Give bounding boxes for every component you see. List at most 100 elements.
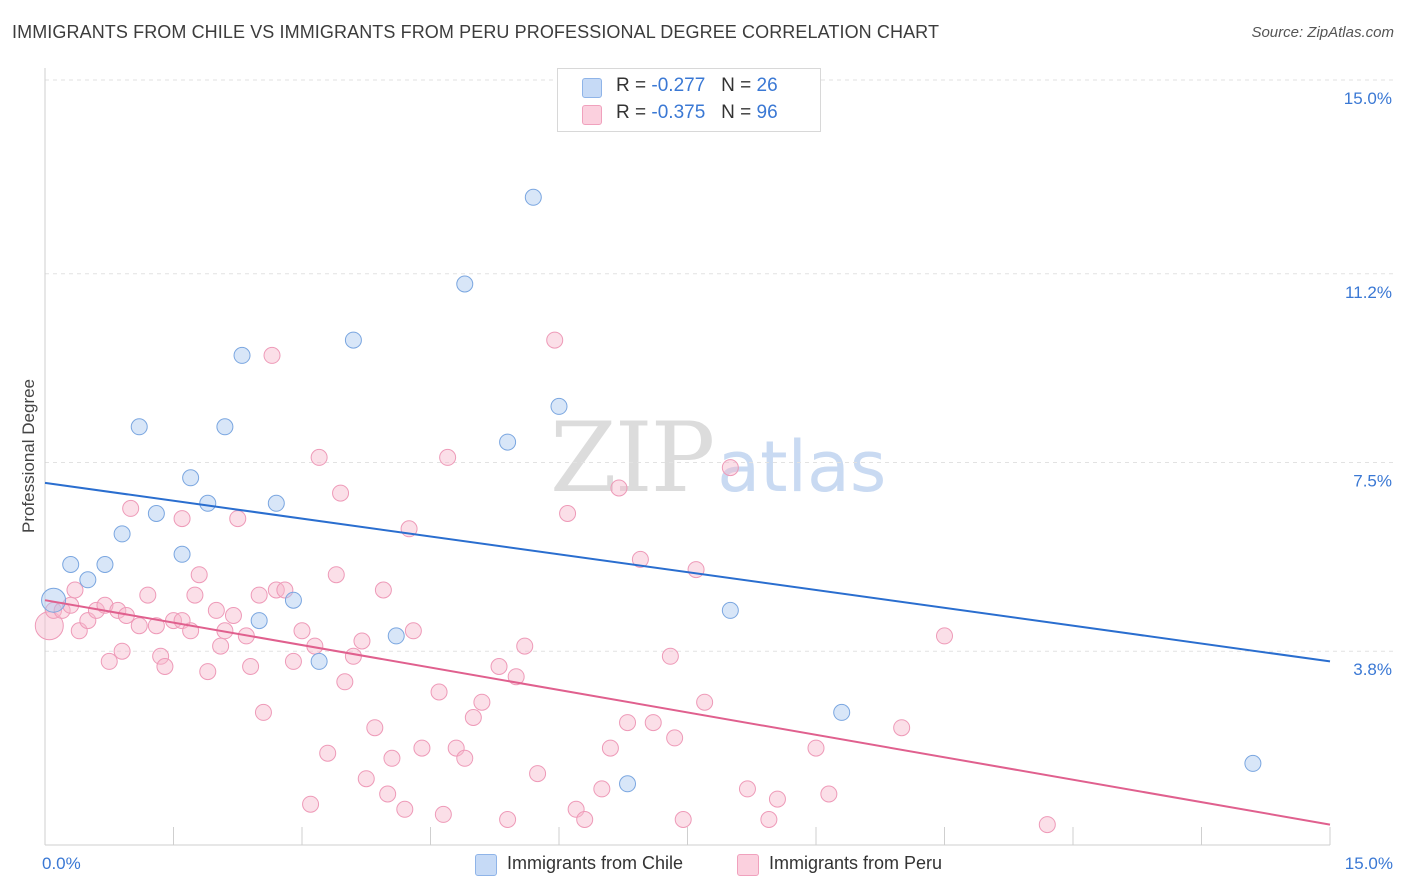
peru-point <box>332 484 350 502</box>
peru-point <box>1038 816 1056 834</box>
chile-point <box>182 469 200 487</box>
peru-point <box>687 561 705 579</box>
chile-point <box>499 433 517 451</box>
peru-point <box>100 652 118 670</box>
peru-point <box>546 331 564 349</box>
peru-point <box>344 647 362 665</box>
chile-point <box>147 505 165 522</box>
chile-point <box>233 346 251 364</box>
peru-point <box>353 632 371 650</box>
peru-trend-line <box>44 599 1331 826</box>
peru-point <box>212 637 230 655</box>
peru-point <box>768 790 786 808</box>
legend-item-peru: Immigrants from Peru <box>737 852 977 878</box>
legend-peru-swatch <box>582 105 602 125</box>
legend-chile-swatch <box>582 78 602 98</box>
peru-point <box>413 739 431 757</box>
peru-point <box>516 637 534 655</box>
x-tick-label-max: 15.0% <box>1345 854 1393 873</box>
peru-point <box>357 770 375 788</box>
data-points <box>34 188 1262 834</box>
peru-point <box>490 658 508 675</box>
chile-point <box>130 418 148 436</box>
chile-point <box>524 188 542 206</box>
peru-point <box>254 703 272 721</box>
peru-point <box>893 719 911 737</box>
legend-item-chile-swatch <box>475 854 497 876</box>
y-tick-label: 11.2% <box>1345 283 1392 302</box>
legend-chile-r-label: R = <box>616 75 647 96</box>
peru-point <box>666 729 684 747</box>
peru-point <box>610 479 628 497</box>
legend-item-peru-swatch <box>737 854 759 876</box>
legend-peru-r-label: R = <box>616 102 647 123</box>
peru-point <box>631 550 649 568</box>
peru-point <box>936 627 953 645</box>
peru-point <box>190 566 208 584</box>
chile-point <box>310 652 328 670</box>
chile-point <box>456 275 474 293</box>
peru-point <box>319 744 337 762</box>
peru-point <box>456 749 474 767</box>
legend-peru-n-value: 96 <box>756 102 778 123</box>
peru-point <box>374 581 392 599</box>
axes <box>44 68 1331 846</box>
peru-point <box>439 448 457 466</box>
chile-point <box>173 545 191 563</box>
legend-item-chile: Immigrants from Chile <box>475 852 715 878</box>
peru-point <box>383 749 401 767</box>
peru-point <box>674 811 692 828</box>
watermark-zip: ZIP <box>550 402 715 514</box>
peru-point <box>404 622 422 640</box>
peru-point <box>434 805 452 823</box>
chile-point <box>199 494 217 512</box>
peru-point <box>661 647 679 665</box>
y-tick-label: 15.0% <box>1344 89 1392 108</box>
tick-labels: 3.8% 7.5% 11.2% 15.0% 0.0% 15.0% Professional … <box>19 89 1393 873</box>
peru-point <box>644 714 662 732</box>
trend-lines <box>44 481 1331 826</box>
y-axis-title: Professional Degree <box>19 379 38 533</box>
chile-point <box>721 601 739 619</box>
peru-point <box>122 499 140 517</box>
peru-point <box>147 617 165 635</box>
peru-point <box>619 714 637 732</box>
x-tick-label-min: 0.0% <box>42 854 81 873</box>
peru-point <box>207 601 225 619</box>
peru-point <box>310 448 328 466</box>
peru-point <box>242 658 260 675</box>
chile-point <box>41 587 67 613</box>
peru-point <box>302 795 320 813</box>
peru-point <box>336 673 354 691</box>
watermark-atlas: atlas <box>717 426 887 508</box>
chile-point <box>344 331 362 349</box>
peru-point <box>499 811 517 828</box>
peru-point <box>593 780 611 798</box>
chile-point <box>62 556 80 573</box>
legend-peru-n-label: N = <box>721 102 752 123</box>
peru-point <box>199 663 217 681</box>
peru-point <box>601 739 619 757</box>
legend-item-chile-label: Immigrants from Chile <box>507 853 684 873</box>
peru-point <box>820 785 838 803</box>
grid-lines <box>45 79 1395 652</box>
peru-point <box>366 719 384 737</box>
peru-point <box>529 765 547 783</box>
peru-point <box>130 617 148 635</box>
legend-chile-n-label: N = <box>721 75 752 96</box>
legend-chile-n-value: 26 <box>756 75 778 96</box>
chile-trend-line <box>44 481 1331 663</box>
chile-point <box>550 397 568 415</box>
peru-point <box>267 581 285 599</box>
chile-point <box>79 571 97 589</box>
peru-point <box>559 505 577 522</box>
legend-stats: R = -0.277 N = 26 R = -0.375 N = 96 <box>557 68 821 132</box>
chile-point <box>619 775 637 793</box>
peru-point <box>66 581 84 599</box>
peru-point <box>224 607 242 624</box>
chile-point <box>1244 754 1262 772</box>
peru-point <box>696 693 714 711</box>
peru-point <box>152 647 170 665</box>
chile-point <box>284 591 302 609</box>
peru-point <box>113 642 131 660</box>
